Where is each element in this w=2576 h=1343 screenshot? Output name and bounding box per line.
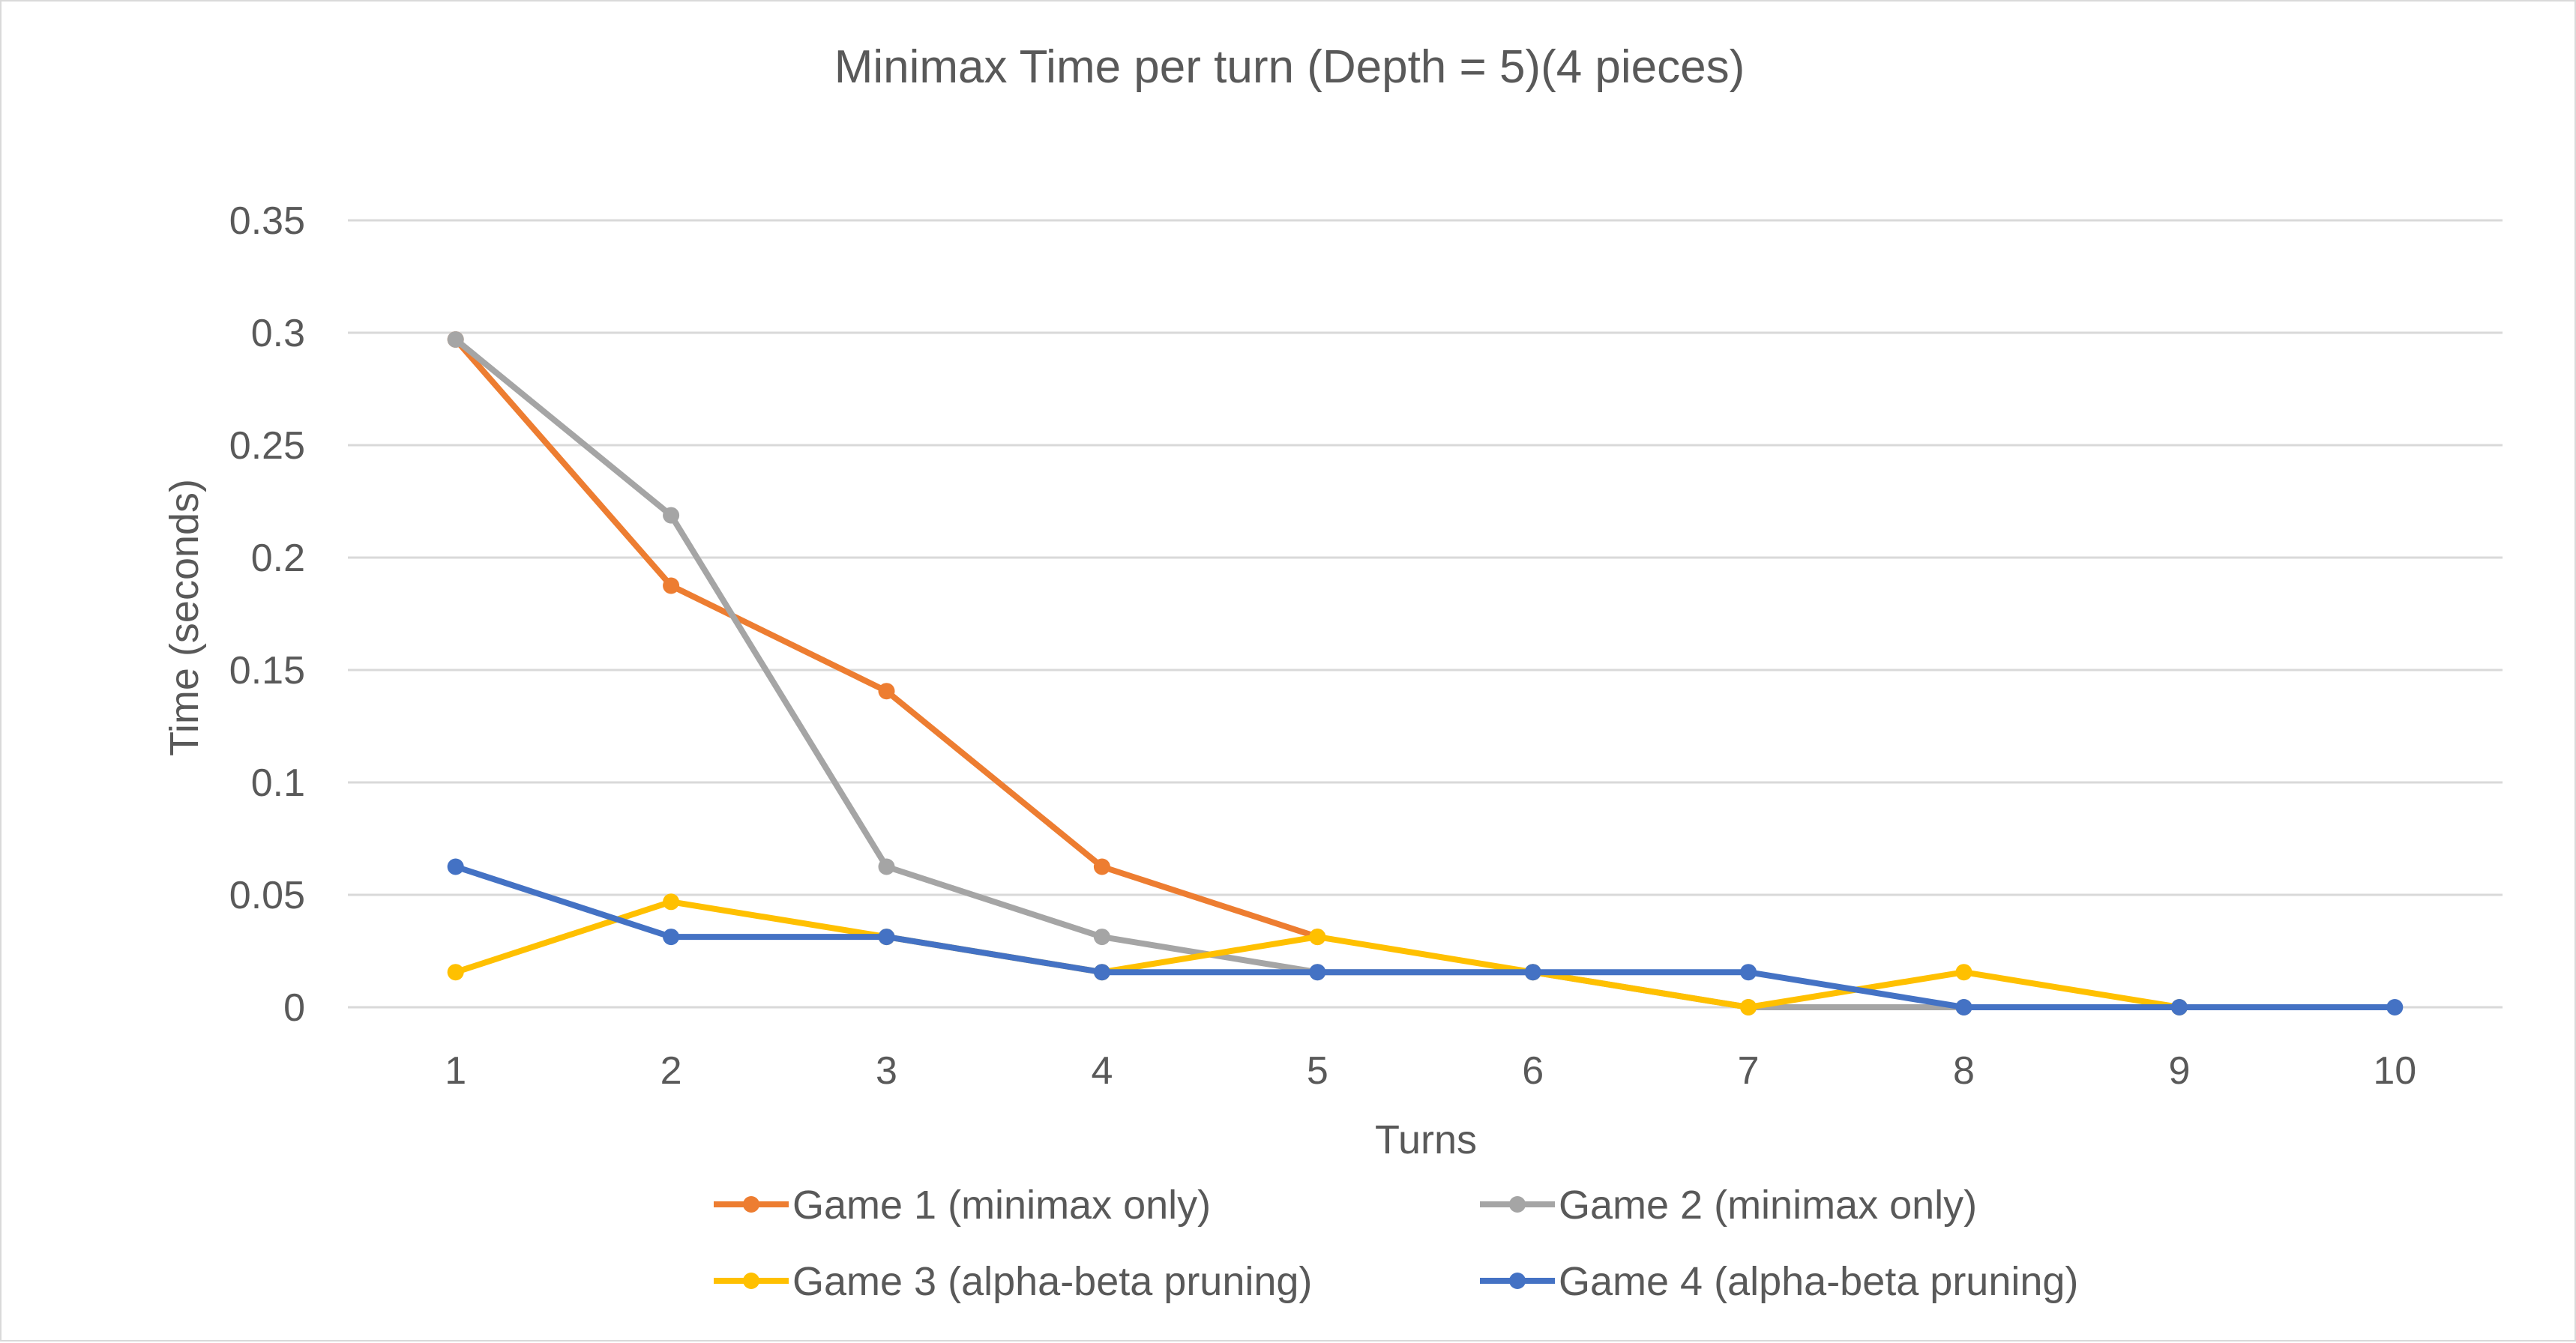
data-point bbox=[1309, 929, 1326, 946]
data-point bbox=[663, 507, 680, 524]
data-point bbox=[447, 964, 464, 981]
y-axis-title: Time (seconds) bbox=[162, 479, 207, 756]
gridlines bbox=[348, 219, 2503, 1009]
legend-label: Game 1 (minimax only) bbox=[792, 1183, 1211, 1228]
x-tick-label: 3 bbox=[876, 1049, 897, 1093]
y-tick-label: 0.3 bbox=[251, 312, 305, 355]
data-point bbox=[447, 858, 464, 875]
series-4 bbox=[447, 858, 2404, 1015]
x-tick-label: 10 bbox=[2373, 1049, 2416, 1093]
y-tick-label: 0.1 bbox=[251, 761, 305, 805]
series-line bbox=[452, 899, 2182, 1010]
data-point bbox=[447, 331, 464, 348]
chart-title: Minimax Time per turn (Depth = 5)(4 piec… bbox=[834, 41, 1745, 93]
legend-label: Game 4 (alpha-beta pruning) bbox=[1559, 1259, 2078, 1304]
x-tick-label: 2 bbox=[660, 1049, 682, 1093]
legend-entry: Game 1 (minimax only) bbox=[714, 1183, 1211, 1228]
x-tick-label: 8 bbox=[1953, 1049, 1975, 1093]
y-tick-label: 0.2 bbox=[251, 537, 305, 580]
series-layer bbox=[447, 331, 2404, 1015]
x-tick-label: 6 bbox=[1522, 1049, 1544, 1093]
data-point bbox=[1740, 964, 1757, 981]
x-tick-label: 7 bbox=[1738, 1049, 1760, 1093]
y-axis-tick-labels: 0 0.05 0.1 0.15 0.2 0.25 0.3 0.35 bbox=[229, 199, 305, 1030]
data-point bbox=[878, 929, 895, 946]
y-tick-label: 0.25 bbox=[229, 424, 305, 468]
y-tick-label: 0 bbox=[283, 986, 305, 1030]
series-line bbox=[452, 336, 1967, 1010]
data-point bbox=[1955, 999, 1972, 1015]
data-point bbox=[2170, 999, 2188, 1015]
data-point bbox=[663, 929, 680, 946]
series-2 bbox=[447, 331, 1972, 1015]
legend-entry: Game 3 (alpha-beta pruning) bbox=[714, 1259, 1312, 1304]
y-tick-label: 0.05 bbox=[229, 874, 305, 917]
data-point bbox=[1309, 964, 1326, 981]
data-point bbox=[878, 858, 895, 875]
legend: Game 1 (minimax only) Game 2 (minimax onl… bbox=[714, 1183, 2078, 1304]
series-1 bbox=[447, 331, 1326, 946]
series-line bbox=[452, 336, 1321, 941]
data-point bbox=[1740, 999, 1757, 1015]
data-point bbox=[2386, 999, 2404, 1015]
data-point bbox=[1093, 858, 1110, 875]
x-tick-label: 5 bbox=[1307, 1049, 1328, 1093]
data-point bbox=[663, 577, 680, 594]
legend-label: Game 3 (alpha-beta pruning) bbox=[792, 1259, 1312, 1304]
legend-marker bbox=[743, 1273, 759, 1289]
x-tick-label: 4 bbox=[1091, 1049, 1113, 1093]
legend-entry: Game 2 (minimax only) bbox=[1480, 1183, 1977, 1228]
x-tick-label: 9 bbox=[2168, 1049, 2190, 1093]
legend-entry: Game 4 (alpha-beta pruning) bbox=[1480, 1259, 2078, 1304]
data-point bbox=[878, 683, 895, 700]
y-tick-label: 0.15 bbox=[229, 649, 305, 692]
legend-marker bbox=[743, 1196, 759, 1213]
series-line bbox=[452, 863, 2398, 1010]
x-axis-tick-labels: 1 2 3 4 5 6 7 8 9 10 bbox=[445, 1049, 2416, 1093]
legend-marker bbox=[1509, 1196, 1526, 1213]
data-point bbox=[1524, 964, 1541, 981]
x-tick-label: 1 bbox=[445, 1049, 466, 1093]
legend-label: Game 2 (minimax only) bbox=[1559, 1183, 1977, 1228]
y-tick-label: 0.35 bbox=[229, 199, 305, 243]
x-axis-title: Turns bbox=[1375, 1117, 1477, 1162]
legend-marker bbox=[1509, 1273, 1526, 1289]
data-point bbox=[1955, 964, 1972, 981]
series-3 bbox=[447, 893, 2188, 1015]
data-point bbox=[1093, 929, 1110, 946]
data-point bbox=[663, 893, 680, 911]
data-point bbox=[1093, 964, 1110, 981]
